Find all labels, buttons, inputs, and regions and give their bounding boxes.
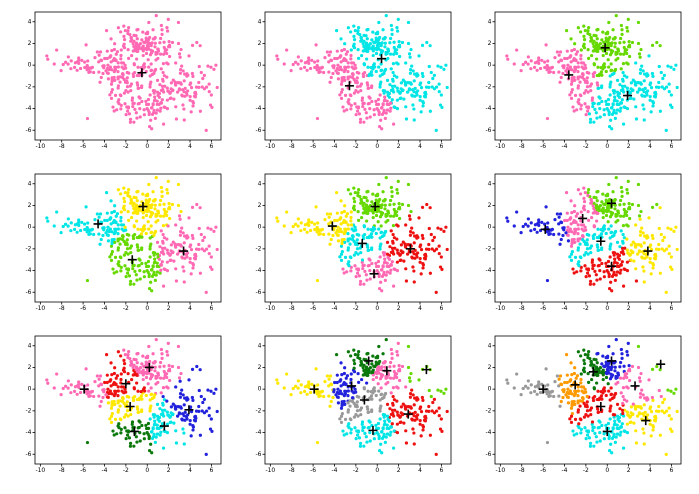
- scatter-canvas-k3: [472, 8, 684, 158]
- scatter-canvas-k6: [472, 170, 684, 320]
- scatter-canvas-k2: [242, 8, 454, 158]
- scatter-canvas-k8: [242, 332, 454, 482]
- subplot-k1: [12, 8, 224, 158]
- subplot-k2: [242, 8, 454, 158]
- scatter-canvas-k1: [12, 8, 224, 158]
- scatter-canvas-k4: [12, 170, 224, 320]
- scatter-canvas-k5: [242, 170, 454, 320]
- subplot-k7: [12, 332, 224, 482]
- scatter-canvas-k9: [472, 332, 684, 482]
- subplot-k6: [472, 170, 684, 320]
- subplot-k4: [12, 170, 224, 320]
- subplot-k5: [242, 170, 454, 320]
- scatter-canvas-k7: [12, 332, 224, 482]
- subplot-k3: [472, 8, 684, 158]
- subplot-k8: [242, 332, 454, 482]
- subplot-k9: [472, 332, 684, 482]
